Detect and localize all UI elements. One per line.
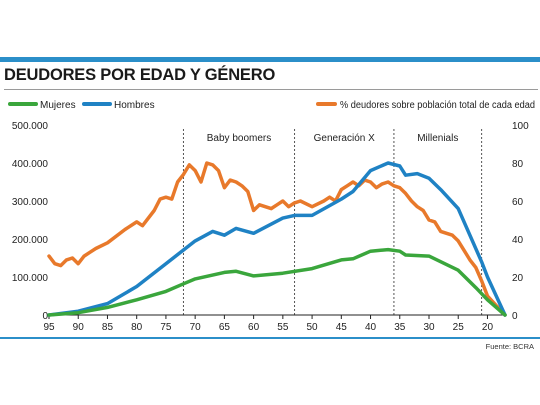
y-tick-right: 60	[512, 197, 524, 208]
x-tick-label: 65	[219, 322, 231, 333]
x-tick-label: 50	[307, 322, 319, 333]
x-tick-label: 95	[43, 322, 55, 333]
footer-rule	[0, 337, 540, 339]
y-axis-right: 0 20 40 60 80 100	[512, 121, 529, 322]
era-label: Millenials	[417, 133, 458, 144]
y-tick-left: 500.000	[12, 121, 49, 132]
title-divider	[4, 89, 538, 90]
x-tick-label: 90	[73, 322, 85, 333]
series-line-mujeres	[47, 247, 507, 317]
x-tick-label: 30	[423, 322, 435, 333]
era-dividers: Baby boomers Generación X Millenials	[182, 129, 483, 315]
x-tick-label: 45	[336, 322, 348, 333]
x-tick-label: 40	[365, 322, 377, 333]
x-tick-label: 85	[102, 322, 114, 333]
y-tick-right: 80	[512, 159, 524, 170]
era-label: Baby boomers	[207, 133, 271, 144]
y-tick-left: 300.000	[12, 197, 49, 208]
header-accent-bar	[0, 57, 540, 62]
y-axis-left: 0 100.000 200.000 300.000 400.000 500.000	[12, 121, 49, 322]
x-tick-label: 75	[160, 322, 172, 333]
legend-label-mujeres: Mujeres	[40, 100, 76, 111]
page-title: DEUDORES POR EDAD Y GÉNERO	[4, 66, 276, 84]
x-tick-label: 80	[131, 322, 143, 333]
y-tick-left: 100.000	[12, 273, 49, 284]
x-tick-label: 20	[482, 322, 494, 333]
y-tick-left: 400.000	[12, 159, 49, 170]
x-tick-label: 35	[394, 322, 406, 333]
x-tick-label: 60	[248, 322, 260, 333]
y-tick-left: 200.000	[12, 235, 49, 246]
y-tick-right: 0	[512, 311, 518, 322]
y-tick-right: 100	[512, 121, 529, 132]
y-tick-left: 0	[42, 311, 48, 322]
y-tick-right: 20	[512, 273, 524, 284]
x-tick-label: 70	[190, 322, 202, 333]
legend-label-hombres: Hombres	[114, 100, 155, 111]
series-line-hombres	[47, 161, 507, 317]
source-note: Fuente: BCRA	[485, 342, 534, 351]
legend: Mujeres Hombres % deudores sobre poblaci…	[8, 100, 535, 111]
x-axis: 95 90 85 80 75 70 65 60 55 50 45 40 35 30 25 20	[43, 315, 493, 333]
era-label: Generación X	[314, 133, 375, 144]
series-line-pct	[47, 161, 507, 317]
legend-label-pct: % deudores sobre población total de cada…	[340, 100, 535, 111]
y-tick-right: 40	[512, 235, 524, 246]
x-tick-label: 55	[277, 322, 289, 333]
x-tick-label: 25	[453, 322, 465, 333]
series-layer	[47, 161, 507, 317]
